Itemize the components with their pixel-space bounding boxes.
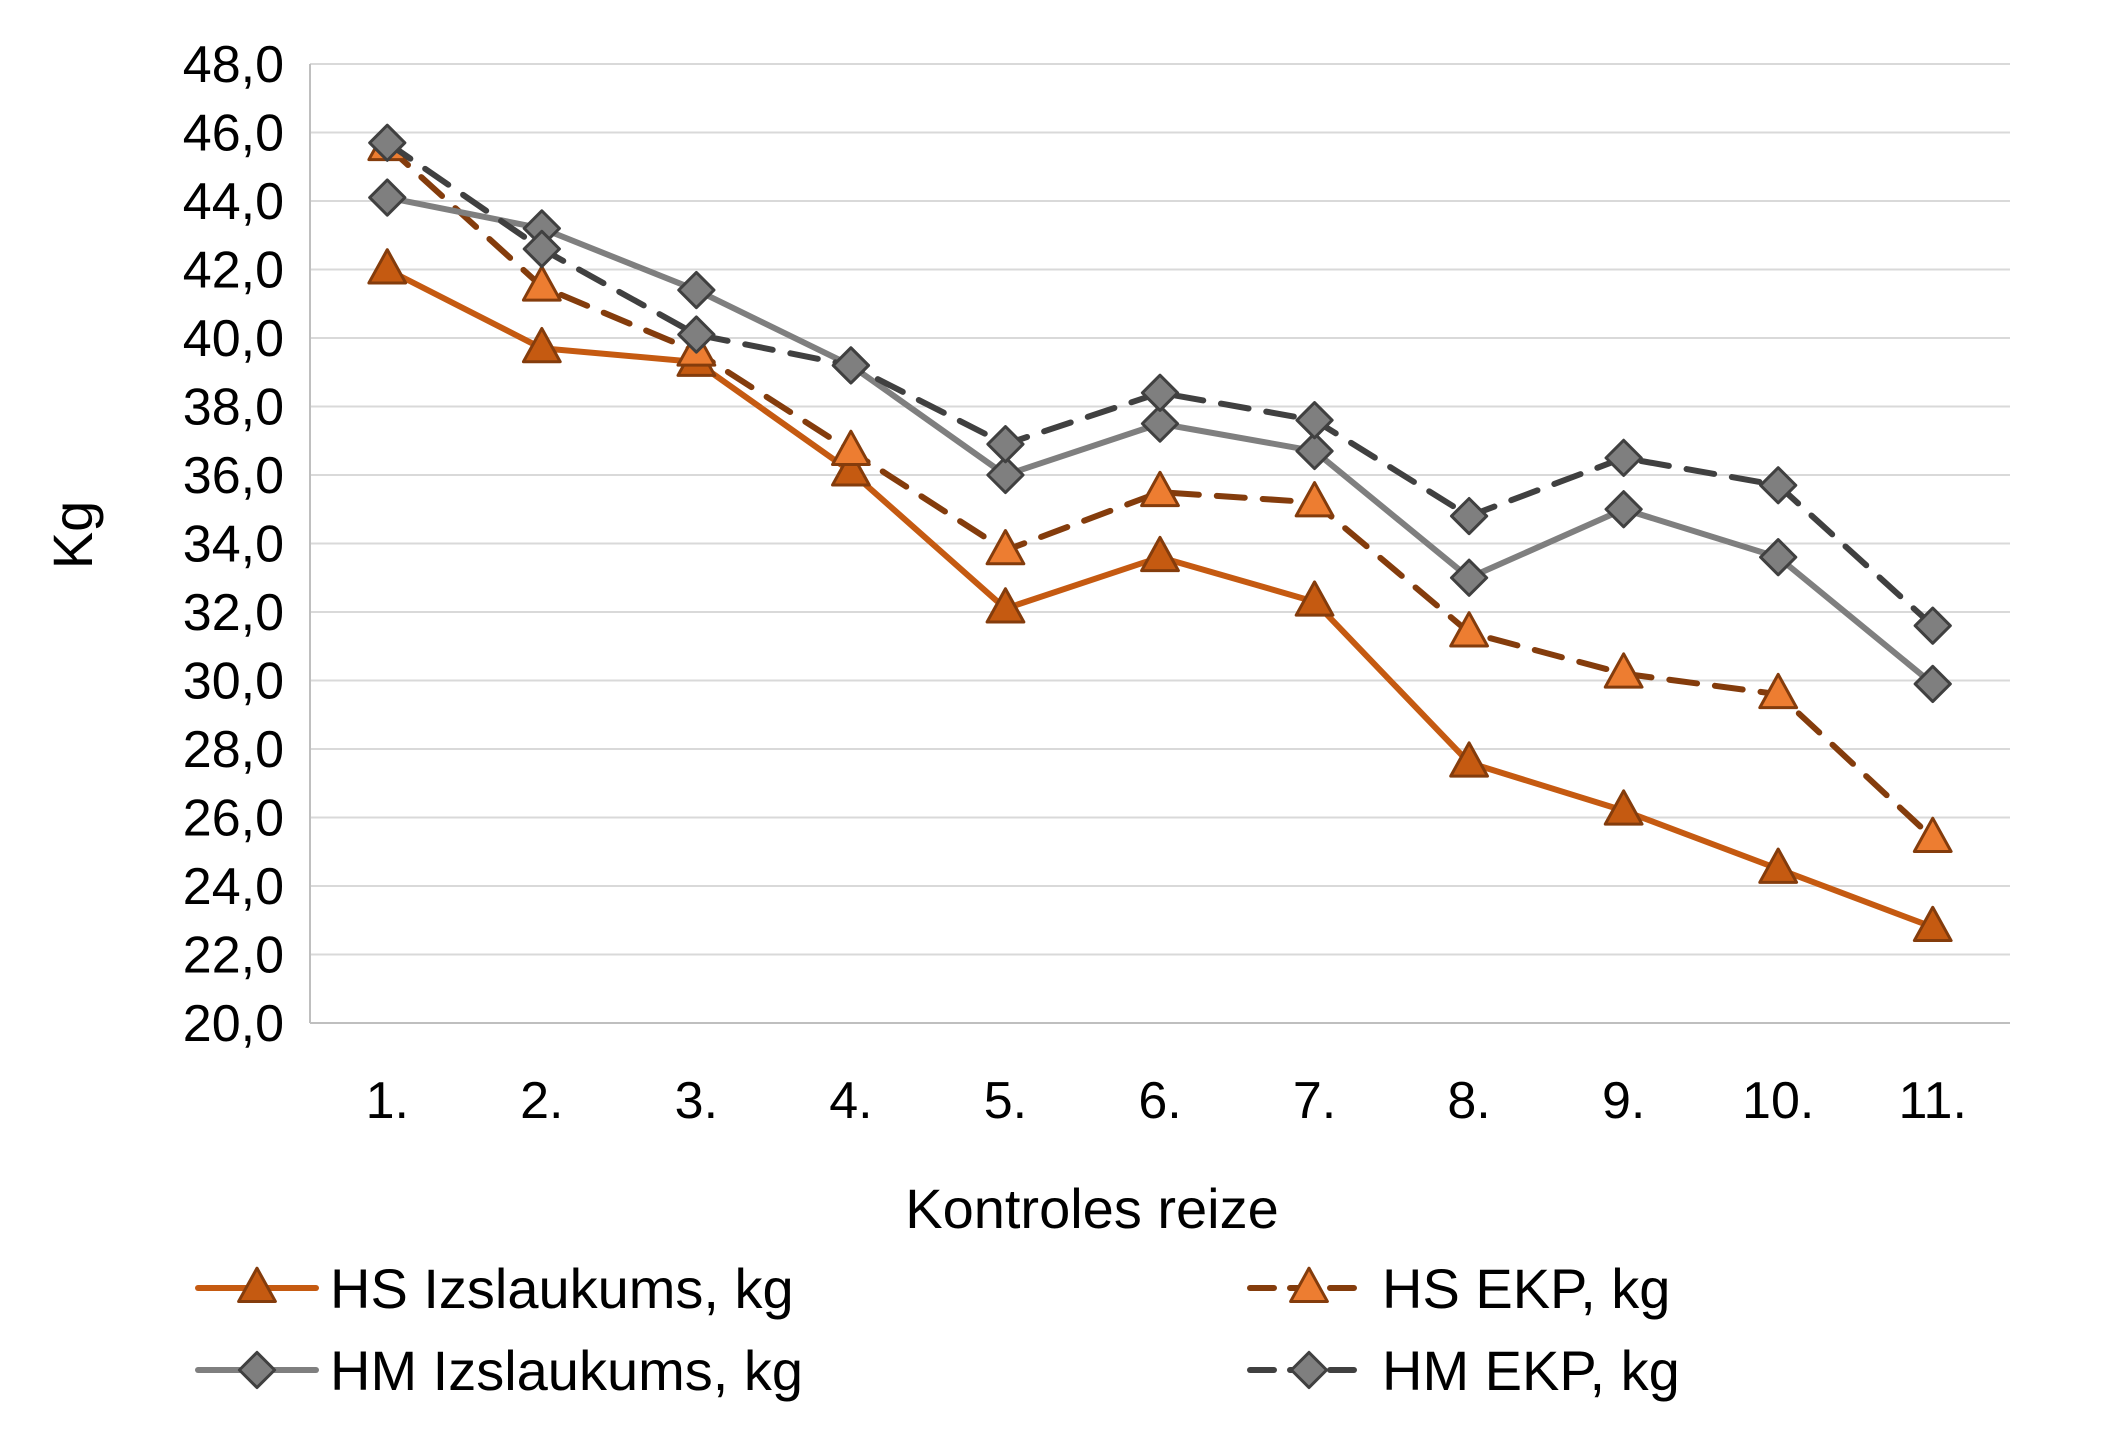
data-point: [368, 123, 407, 162]
y-tick-label: 22,0: [183, 927, 284, 985]
data-point: [521, 265, 562, 302]
grid-lines: [310, 63, 2010, 956]
legend-marker: [1289, 1350, 1329, 1390]
y-tick-label: 46,0: [183, 105, 284, 163]
data-point: [1449, 558, 1489, 597]
legend-label: HM EKP, kg: [1382, 1339, 1680, 1402]
series-2: [367, 124, 1953, 853]
legend-item: HS EKP, kg: [1247, 1257, 1670, 1320]
data-point: [1758, 672, 1799, 710]
legend-label: HS EKP, kg: [1382, 1257, 1670, 1320]
y-axis-title: Kg: [41, 501, 104, 570]
y-tick-label: 44,0: [183, 173, 284, 231]
x-tick-label: 7.: [1293, 1072, 1336, 1130]
data-point: [1449, 741, 1489, 778]
series-4: [368, 123, 1952, 645]
data-point: [1140, 535, 1180, 573]
data-point: [1294, 481, 1335, 518]
series-line: [384, 266, 1936, 931]
y-tick-label: 32,0: [183, 584, 284, 642]
data-point: [367, 248, 408, 285]
data-point: [1294, 580, 1335, 617]
data-point: [522, 229, 561, 269]
data-point: [368, 178, 407, 217]
data-point: [1603, 652, 1644, 689]
data-point: [1449, 497, 1489, 536]
series-line: [384, 143, 1936, 842]
data-point: [1140, 373, 1180, 412]
data-point: [1758, 847, 1799, 884]
data-point: [831, 346, 871, 385]
x-tick-label: 11.: [1899, 1072, 1967, 1130]
x-axis-title: Kontroles reize: [905, 1177, 1279, 1240]
legend: HS Izslaukums, kg HS EKP, kg HM Izslaukums…: [195, 1257, 1680, 1402]
x-tick-label: 6.: [1138, 1072, 1181, 1130]
y-tick-label: 30,0: [183, 653, 284, 711]
x-tick-label: 2.: [520, 1072, 563, 1130]
y-tick-label: 36,0: [183, 447, 284, 505]
legend-item: HM EKP, kg: [1247, 1339, 1680, 1402]
data-point: [521, 326, 562, 364]
y-tick-label: 24,0: [183, 858, 284, 916]
x-tick-label: 3.: [675, 1072, 718, 1130]
series-1: [367, 248, 1953, 943]
y-tick-label: 20,0: [183, 995, 284, 1053]
legend-item: HS Izslaukums, kg: [195, 1257, 794, 1320]
y-tick-label: 26,0: [183, 790, 284, 848]
data-point: [1449, 611, 1489, 648]
y-tick-label: 42,0: [183, 242, 284, 300]
y-tick-label: 38,0: [183, 379, 284, 437]
legend-label: HM Izslaukums, kg: [330, 1339, 803, 1402]
x-tick-label: 5.: [984, 1072, 1027, 1130]
data-point: [985, 587, 1026, 624]
y-tick-label: 40,0: [183, 310, 284, 368]
y-tick-label: 48,0: [183, 36, 284, 94]
data-point: [677, 270, 716, 310]
x-axis: 1. 2. 3. 4. 5. 6. 7. 8. 9. 10. 11.: [310, 1022, 2010, 1130]
data-point: [986, 455, 1025, 495]
legend-item: HM Izslaukums, kg: [195, 1339, 803, 1402]
x-tick-label: 8.: [1447, 1072, 1490, 1130]
x-tick-label: 4.: [829, 1072, 872, 1130]
data-point: [1603, 789, 1644, 826]
legend-label: HS Izslaukums, kg: [330, 1257, 794, 1320]
data-point: [1140, 470, 1180, 508]
data-point: [1912, 905, 1953, 943]
data-point: [1913, 606, 1952, 645]
data-point: [677, 315, 716, 354]
series-layer: [367, 123, 1953, 943]
data-point: [1295, 401, 1334, 440]
y-axis: 20,0 22,0 24,0 26,0 28,0 30,0 32,0 34,0 36,0 38,0…: [183, 36, 311, 1053]
x-tick-label: 1.: [366, 1072, 409, 1130]
legend-marker: [237, 1350, 277, 1390]
series-3: [368, 178, 1952, 704]
data-point: [1295, 431, 1334, 471]
data-point: [1604, 438, 1643, 477]
data-point: [986, 425, 1025, 464]
y-tick-label: 28,0: [183, 721, 284, 779]
data-point: [831, 450, 871, 487]
data-point: [1913, 664, 1952, 704]
legend-marker: [237, 1266, 277, 1303]
data-point: [831, 429, 871, 466]
data-point: [1604, 490, 1643, 529]
legend-marker: [1289, 1266, 1329, 1303]
data-point: [1759, 538, 1798, 577]
y-tick-label: 34,0: [183, 516, 284, 574]
x-tick-label: 9.: [1602, 1072, 1645, 1130]
data-point: [1759, 466, 1798, 505]
data-point: [1140, 404, 1180, 443]
data-point: [1912, 816, 1953, 853]
x-tick-label: 10.: [1742, 1072, 1814, 1130]
data-point: [985, 529, 1026, 566]
